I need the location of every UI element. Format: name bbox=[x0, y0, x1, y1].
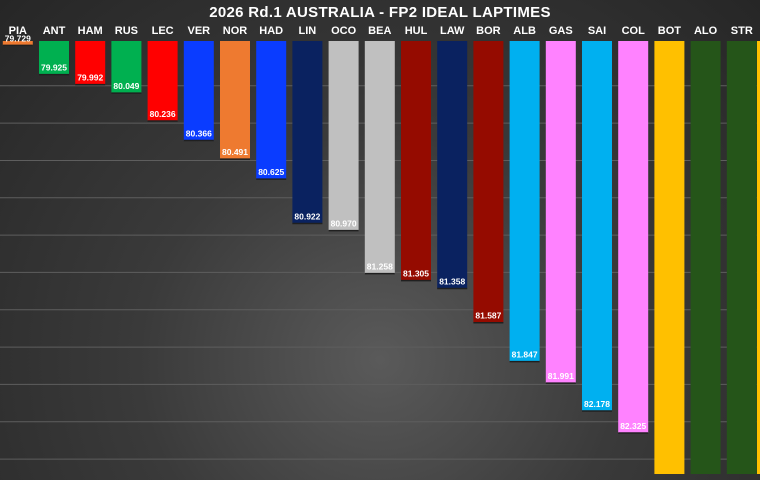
data-label-sai: 82.178 bbox=[584, 399, 610, 409]
data-label-law: 81.358 bbox=[439, 277, 465, 287]
data-label-hul: 81.305 bbox=[403, 269, 429, 279]
tick-label-hul: HUL bbox=[405, 25, 428, 37]
bar-ver bbox=[183, 41, 214, 141]
tick-label-nor: NOR bbox=[223, 25, 248, 37]
tick-label-had: HAD bbox=[259, 25, 283, 37]
tick-label-alb: ALB bbox=[513, 25, 536, 37]
data-label-oco: 80.970 bbox=[331, 219, 357, 229]
tick-label-oco: OCO bbox=[331, 25, 357, 37]
bar-ant bbox=[39, 41, 69, 75]
bar-sai bbox=[582, 41, 612, 411]
data-label-alb: 81.847 bbox=[512, 350, 538, 360]
tick-label-lec: LEC bbox=[152, 25, 174, 37]
bar-alb bbox=[509, 41, 540, 362]
data-label-col: 82.325 bbox=[620, 421, 646, 431]
data-label-ham: 79.992 bbox=[77, 73, 103, 83]
bar-had bbox=[256, 41, 287, 180]
tick-label-alo: ALO bbox=[694, 25, 718, 37]
data-label-gas: 81.991 bbox=[548, 371, 574, 381]
bar-lec bbox=[147, 41, 178, 122]
bar-law bbox=[437, 41, 468, 289]
data-label-nor: 80.491 bbox=[222, 147, 248, 157]
data-label-had: 80.625 bbox=[258, 167, 284, 177]
bar-str bbox=[726, 41, 757, 474]
data-label-ver: 80.366 bbox=[186, 128, 212, 138]
bar-hul bbox=[401, 41, 431, 281]
data-label-lec: 80.236 bbox=[150, 109, 176, 119]
bar-bor bbox=[473, 41, 504, 323]
tick-label-pia: PIA bbox=[9, 25, 27, 37]
tick-label-col: COL bbox=[622, 25, 646, 37]
bar-rus bbox=[111, 41, 142, 94]
bar-pia bbox=[2, 41, 33, 46]
data-label-lin: 80.922 bbox=[294, 211, 320, 221]
bar-ham bbox=[75, 41, 106, 85]
tick-label-gas: GAS bbox=[549, 25, 573, 37]
bar-lin bbox=[292, 41, 323, 224]
data-label-pia: 79.729 bbox=[5, 33, 31, 43]
tick-label-rus: RUS bbox=[115, 25, 138, 37]
bar-gas bbox=[545, 41, 576, 384]
tick-label-bor: BOR bbox=[476, 25, 501, 37]
bar-partial-offscreen bbox=[757, 41, 760, 474]
tick-label-bot: BOT bbox=[658, 25, 682, 37]
tick-label-sai: SAI bbox=[588, 25, 606, 37]
tick-label-ham: HAM bbox=[78, 25, 103, 37]
bar-nor bbox=[220, 41, 250, 160]
bar-oco bbox=[328, 41, 359, 231]
tick-label-lin: LIN bbox=[299, 25, 317, 37]
bar-bot bbox=[654, 41, 685, 474]
data-label-ant: 79.925 bbox=[41, 63, 67, 73]
tick-label-ver: VER bbox=[187, 25, 210, 37]
tick-label-law: LAW bbox=[440, 25, 465, 37]
tick-label-bea: BEA bbox=[368, 25, 391, 37]
bar-bea bbox=[364, 41, 395, 274]
bar-alo bbox=[690, 41, 721, 474]
bar-col bbox=[618, 41, 649, 433]
data-label-bor: 81.587 bbox=[475, 311, 501, 321]
data-label-rus: 80.049 bbox=[113, 81, 139, 91]
chart-title: 2026 Rd.1 AUSTRALIA - FP2 IDEAL LAPTIMES bbox=[209, 4, 551, 21]
data-label-bea: 81.258 bbox=[367, 262, 393, 272]
tick-label-ant: ANT bbox=[43, 25, 66, 37]
tick-label-str: STR bbox=[731, 25, 753, 37]
